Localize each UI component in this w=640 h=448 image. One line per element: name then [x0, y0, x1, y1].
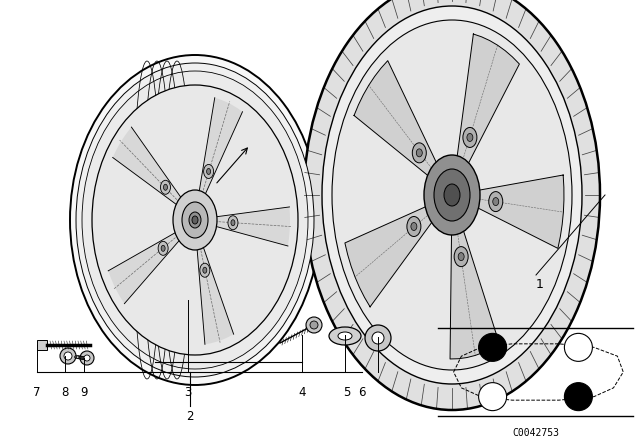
Ellipse shape	[189, 212, 201, 228]
Ellipse shape	[424, 155, 480, 235]
Polygon shape	[212, 207, 290, 246]
Circle shape	[564, 383, 593, 411]
Polygon shape	[467, 175, 564, 248]
Ellipse shape	[372, 332, 384, 344]
Bar	[37, 340, 47, 350]
Polygon shape	[108, 231, 182, 304]
Ellipse shape	[207, 168, 211, 174]
Ellipse shape	[304, 0, 600, 410]
Ellipse shape	[161, 246, 165, 251]
Ellipse shape	[411, 223, 417, 231]
Ellipse shape	[329, 327, 361, 345]
Text: 5: 5	[343, 387, 351, 400]
Ellipse shape	[158, 241, 168, 255]
Ellipse shape	[173, 190, 217, 250]
Text: 7: 7	[33, 387, 41, 400]
Ellipse shape	[493, 198, 499, 206]
Text: 1: 1	[536, 279, 544, 292]
Ellipse shape	[310, 321, 318, 329]
Text: 2: 2	[186, 409, 194, 422]
Ellipse shape	[161, 180, 170, 194]
Circle shape	[564, 333, 593, 362]
Ellipse shape	[416, 149, 422, 157]
Polygon shape	[450, 216, 499, 359]
Ellipse shape	[163, 184, 168, 190]
Ellipse shape	[84, 355, 90, 361]
Ellipse shape	[228, 216, 238, 230]
Ellipse shape	[454, 246, 468, 267]
Ellipse shape	[338, 332, 352, 340]
Ellipse shape	[76, 63, 314, 377]
Ellipse shape	[64, 352, 72, 360]
Ellipse shape	[365, 325, 391, 351]
Polygon shape	[354, 60, 443, 184]
Ellipse shape	[200, 263, 210, 277]
Ellipse shape	[444, 184, 460, 206]
Polygon shape	[199, 98, 243, 198]
Ellipse shape	[192, 216, 198, 224]
Polygon shape	[345, 202, 440, 307]
Text: C0042753: C0042753	[512, 428, 559, 438]
Ellipse shape	[467, 134, 473, 142]
Text: 8: 8	[61, 387, 68, 400]
Ellipse shape	[412, 143, 426, 163]
Ellipse shape	[70, 55, 320, 385]
Ellipse shape	[458, 253, 464, 261]
Ellipse shape	[322, 6, 582, 384]
Ellipse shape	[231, 220, 235, 226]
Ellipse shape	[463, 127, 477, 147]
Ellipse shape	[306, 317, 322, 333]
Circle shape	[479, 333, 507, 362]
Polygon shape	[113, 127, 183, 207]
Ellipse shape	[82, 71, 308, 369]
Text: 6: 6	[358, 387, 365, 400]
Ellipse shape	[204, 164, 214, 178]
Polygon shape	[455, 34, 520, 177]
Ellipse shape	[80, 351, 94, 365]
Polygon shape	[197, 244, 234, 345]
Ellipse shape	[182, 202, 208, 238]
Text: 4: 4	[298, 387, 306, 400]
Ellipse shape	[203, 267, 207, 273]
Circle shape	[479, 383, 507, 411]
Ellipse shape	[332, 20, 572, 370]
Ellipse shape	[60, 348, 76, 364]
Text: 3: 3	[184, 387, 192, 400]
Ellipse shape	[434, 169, 470, 221]
Ellipse shape	[92, 85, 298, 355]
Ellipse shape	[407, 216, 421, 237]
Text: 9: 9	[80, 387, 88, 400]
Ellipse shape	[489, 192, 503, 211]
